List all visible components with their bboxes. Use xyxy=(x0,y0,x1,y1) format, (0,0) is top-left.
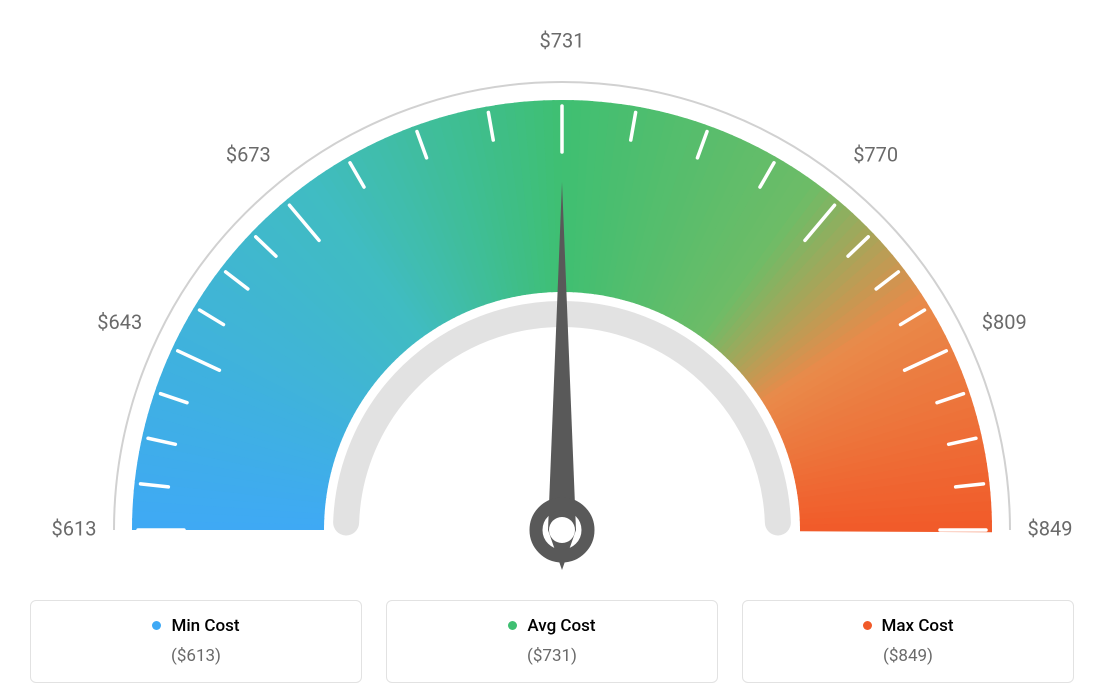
legend-value-max: ($849) xyxy=(761,646,1055,666)
svg-text:$613: $613 xyxy=(52,516,97,540)
legend-title-min: Min Cost xyxy=(152,616,239,636)
legend-value-min: ($613) xyxy=(49,646,343,666)
legend-label-max: Max Cost xyxy=(882,616,954,636)
legend-dot-avg xyxy=(508,621,517,630)
legend-row: Min Cost ($613) Avg Cost ($731) Max Cost… xyxy=(10,600,1094,683)
svg-text:$731: $731 xyxy=(540,28,585,52)
legend-card-min: Min Cost ($613) xyxy=(30,600,362,683)
svg-text:$673: $673 xyxy=(226,142,271,166)
svg-text:$770: $770 xyxy=(853,142,898,166)
svg-text:$643: $643 xyxy=(97,310,142,334)
gauge-chart: $613 $643 $673 $731 $770 $809 $849 xyxy=(10,10,1094,590)
legend-title-max: Max Cost xyxy=(863,616,954,636)
legend-value-avg: ($731) xyxy=(405,646,699,666)
legend-label-min: Min Cost xyxy=(171,616,239,636)
svg-text:$849: $849 xyxy=(1028,516,1073,540)
legend-dot-max xyxy=(863,621,872,630)
legend-title-avg: Avg Cost xyxy=(508,616,595,636)
gauge-svg: $613 $643 $673 $731 $770 $809 $849 xyxy=(10,10,1104,580)
legend-dot-min xyxy=(152,621,161,630)
svg-text:$809: $809 xyxy=(982,310,1027,334)
legend-card-max: Max Cost ($849) xyxy=(742,600,1074,683)
legend-card-avg: Avg Cost ($731) xyxy=(386,600,718,683)
legend-label-avg: Avg Cost xyxy=(527,616,595,636)
